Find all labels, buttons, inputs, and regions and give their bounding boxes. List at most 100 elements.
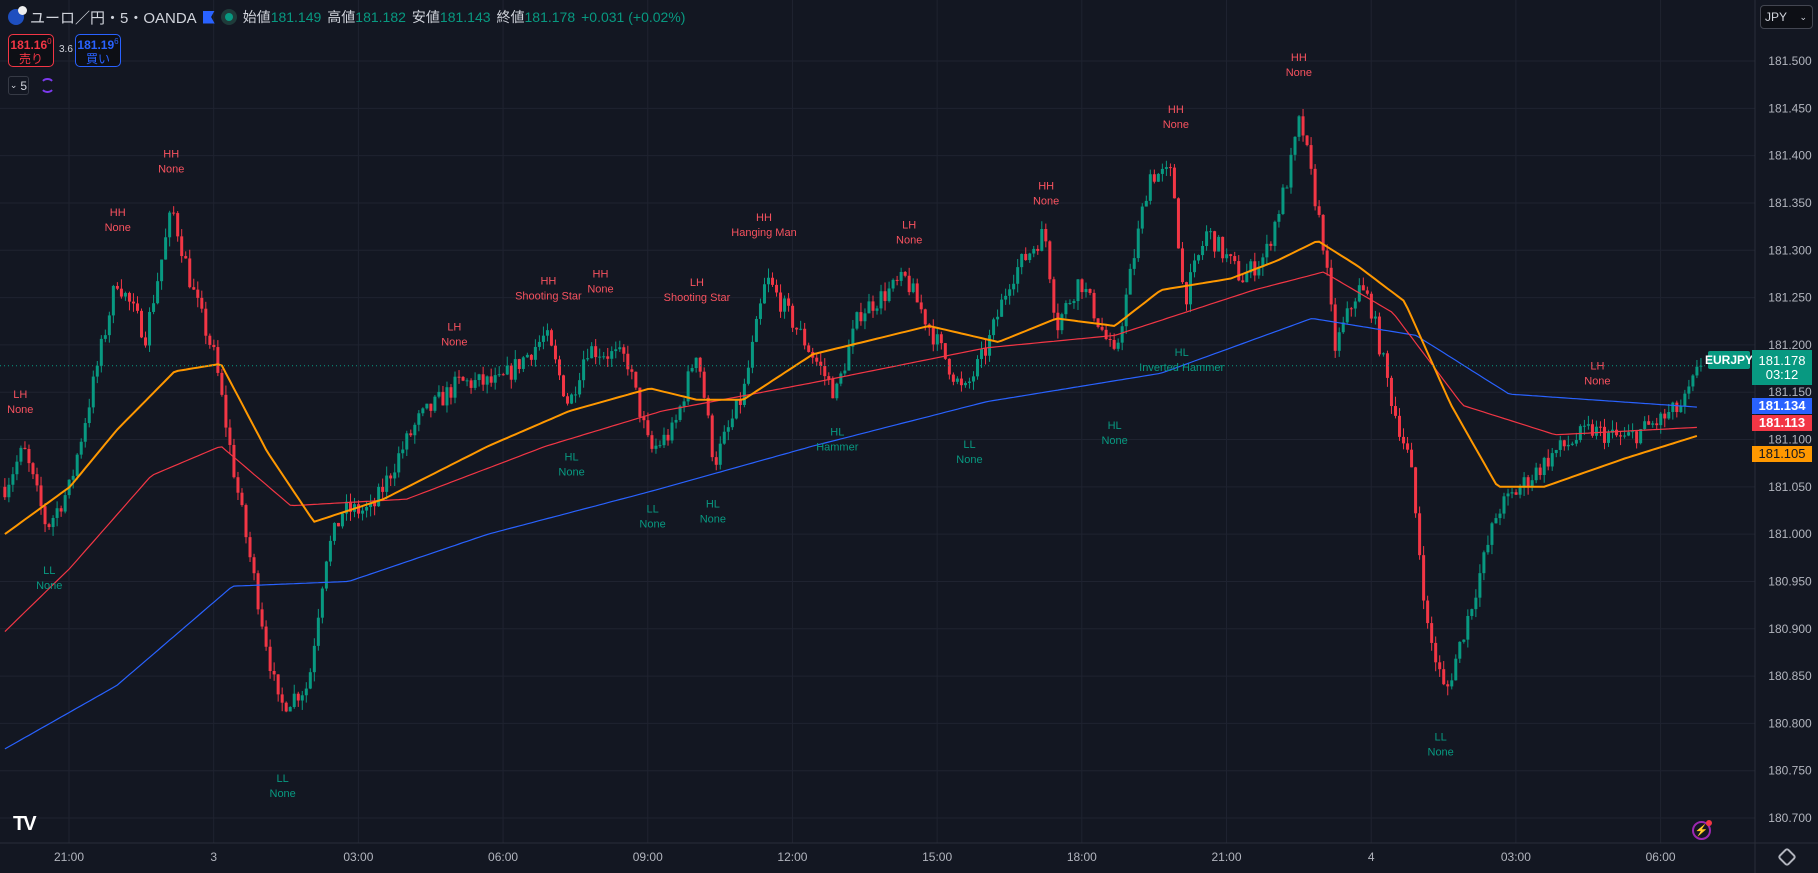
sell-button[interactable]: 181.160 売り — [8, 34, 54, 67]
candle — [1000, 293, 1004, 317]
candle-body — [887, 288, 891, 302]
candle — [393, 463, 397, 487]
candle — [1699, 358, 1703, 372]
candle — [533, 339, 537, 367]
candle — [103, 329, 107, 343]
candle-body — [714, 457, 718, 465]
candle — [1325, 244, 1329, 276]
candle — [646, 412, 650, 438]
candle — [55, 501, 59, 527]
candle-body — [216, 347, 220, 373]
price-tick-label: 181.500 — [1768, 54, 1812, 68]
candle-body — [1526, 477, 1530, 488]
candle — [602, 351, 606, 360]
candle-body — [1213, 231, 1217, 252]
price-tick-label: 181.300 — [1768, 243, 1812, 257]
candle-body — [996, 316, 1000, 320]
candle — [1510, 487, 1514, 499]
candle — [1381, 352, 1385, 357]
candle-body — [895, 279, 899, 281]
pattern-label-swing: LL — [277, 773, 289, 785]
candle-body — [537, 341, 541, 347]
candle-body — [1297, 116, 1301, 137]
candle — [1607, 429, 1611, 447]
candle-body — [389, 475, 393, 479]
candle-body — [1514, 492, 1518, 495]
candle-body — [324, 561, 328, 589]
pattern-label-swing: HL — [1108, 420, 1122, 432]
candle — [59, 505, 63, 517]
time-tick-label: 06:00 — [488, 850, 518, 864]
sync-icon[interactable] — [40, 78, 55, 93]
candle-body — [485, 376, 489, 385]
candle-body — [1016, 267, 1020, 284]
candle — [308, 668, 312, 690]
candle — [324, 560, 328, 592]
lightning-icon[interactable]: ⚡ — [1692, 820, 1712, 840]
candle — [1542, 456, 1546, 483]
candle — [775, 279, 779, 297]
candle-body — [1293, 136, 1297, 155]
candle-body — [1582, 425, 1586, 427]
candle — [686, 365, 690, 406]
candle — [425, 403, 429, 410]
candle-body — [1406, 443, 1410, 450]
time-tick-label: 09:00 — [633, 850, 663, 864]
candle-body — [344, 501, 348, 514]
candle — [1647, 415, 1651, 425]
ma-slow-badge: 181.134 — [1752, 398, 1812, 414]
candle — [1671, 401, 1675, 420]
candle-body — [1438, 662, 1442, 670]
candle — [1253, 252, 1257, 282]
candle — [1627, 424, 1631, 437]
candle-body — [1486, 544, 1490, 553]
candle — [1550, 448, 1554, 471]
pattern-label: HL None — [700, 499, 726, 526]
buy-button[interactable]: 181.196 買い — [75, 34, 121, 67]
candle — [1498, 508, 1502, 526]
candle-body — [1381, 353, 1385, 355]
candle-body — [851, 328, 855, 347]
candle-body — [140, 310, 144, 338]
candle-body — [1088, 288, 1092, 293]
candle — [1687, 379, 1691, 400]
candle — [1486, 535, 1490, 555]
price-tick-label: 181.050 — [1768, 480, 1812, 494]
candle — [722, 425, 726, 445]
candle — [1570, 441, 1574, 446]
candle-body — [23, 447, 27, 449]
candle-body — [493, 375, 497, 383]
candle-body — [815, 357, 819, 362]
time-tick-label: 03:00 — [343, 850, 373, 864]
candle — [361, 505, 365, 521]
candle — [967, 377, 971, 389]
candle — [787, 293, 791, 312]
candle-body — [1136, 228, 1140, 259]
candle-body — [469, 380, 473, 388]
interval-toggle[interactable]: ⌄ 5 — [8, 76, 29, 95]
candle — [1586, 415, 1590, 430]
bookmark-flag-icon[interactable] — [202, 10, 215, 24]
candle-body — [1289, 154, 1293, 188]
candle-body — [1418, 513, 1422, 556]
currency-select[interactable]: JPY ⌄ — [1760, 5, 1813, 29]
tradingview-logo-icon[interactable]: TV — [13, 813, 37, 835]
candle — [1020, 253, 1024, 275]
candle-body — [630, 369, 634, 372]
candle — [819, 353, 823, 375]
candle-body — [574, 394, 578, 396]
candle-body — [1225, 254, 1229, 259]
candle — [232, 438, 236, 479]
time-tick-label: 12:00 — [777, 850, 807, 864]
market-open-icon — [220, 9, 237, 25]
pattern-label-candle: None — [158, 164, 184, 176]
candle — [457, 370, 461, 384]
candle — [349, 493, 353, 521]
candle-body — [417, 413, 421, 425]
symbol-title[interactable]: ユーロ／円・5・OANDA — [30, 9, 197, 27]
price-tick-label: 180.800 — [1768, 716, 1812, 730]
pattern-label-swing: HH — [1038, 181, 1054, 193]
price-tick-label: 180.850 — [1768, 669, 1812, 683]
candle — [541, 326, 545, 350]
